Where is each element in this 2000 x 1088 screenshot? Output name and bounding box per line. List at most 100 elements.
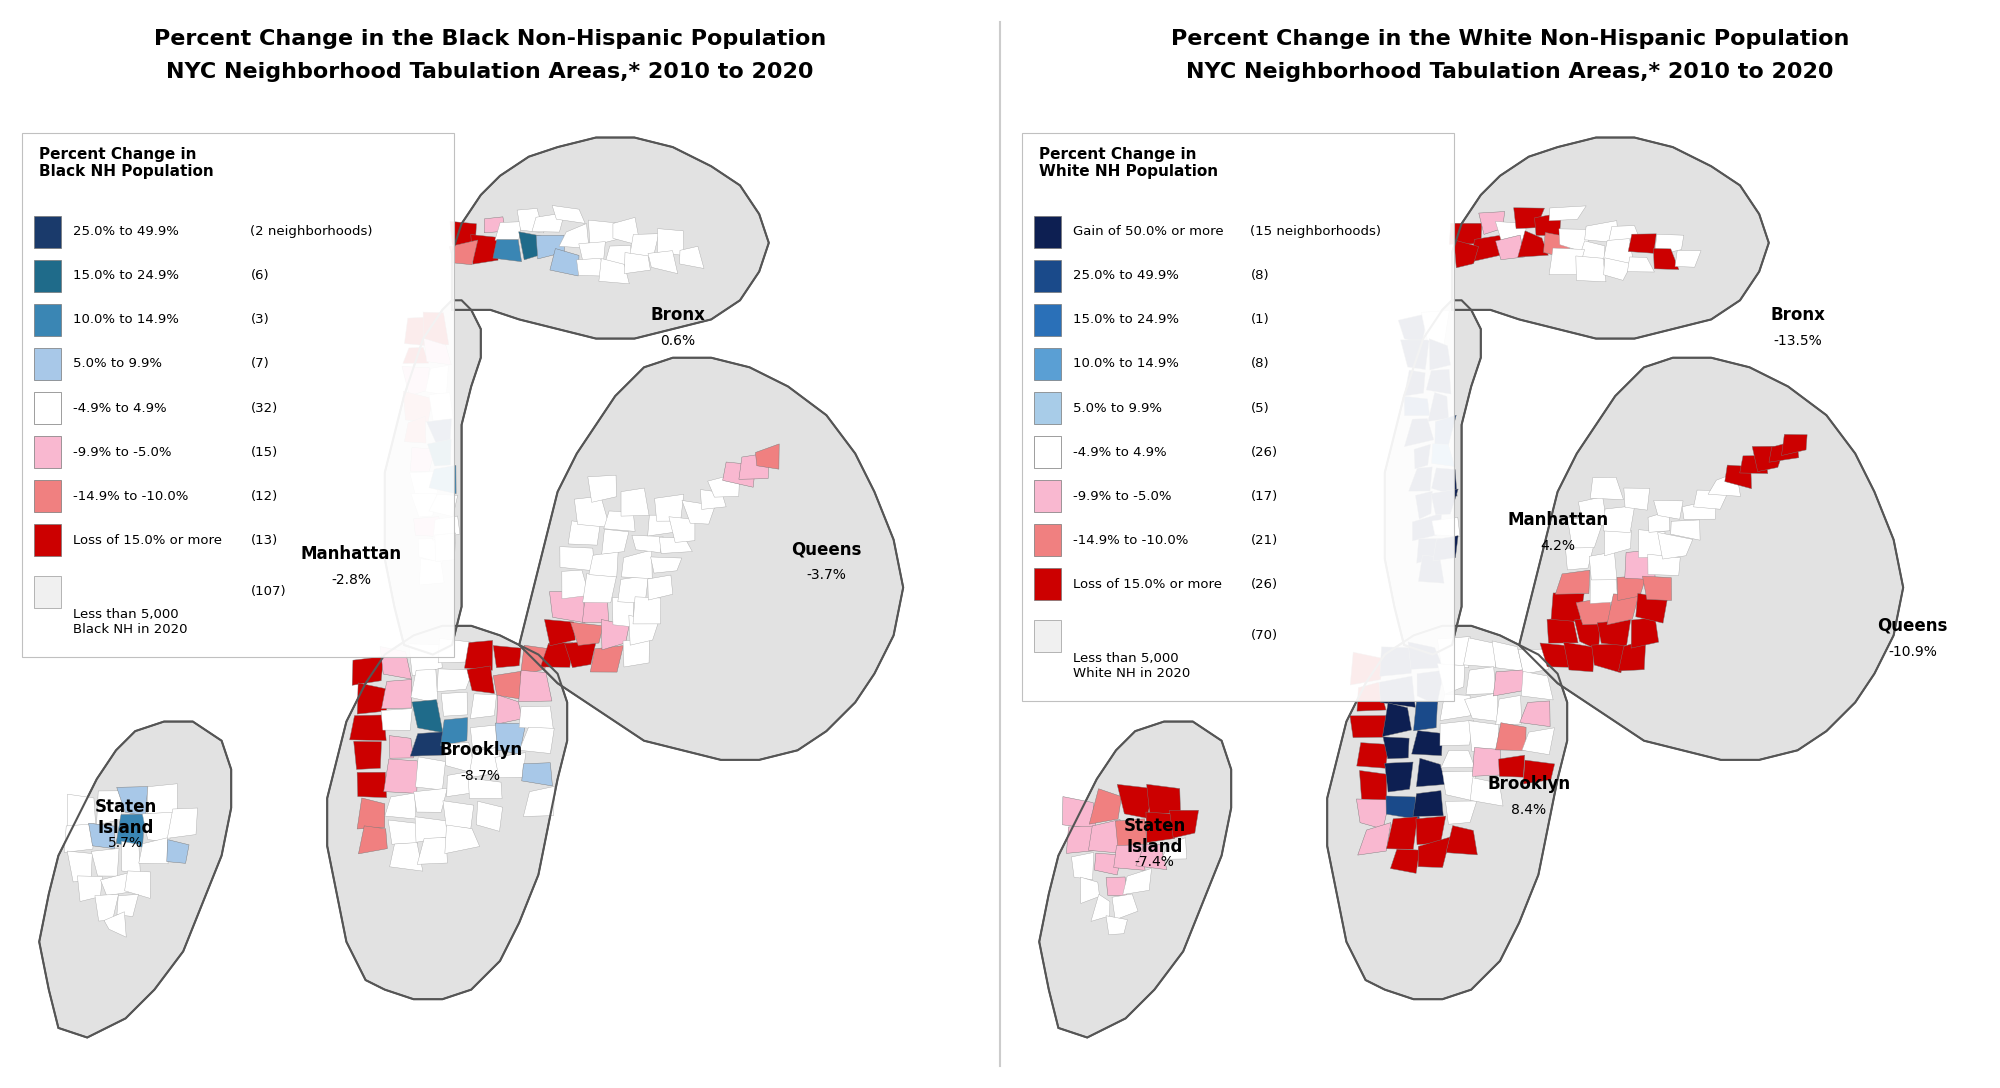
Text: Loss of 15.0% or more: Loss of 15.0% or more <box>1072 578 1222 591</box>
Text: -14.9% to -10.0%: -14.9% to -10.0% <box>72 490 188 503</box>
Polygon shape <box>1438 636 1470 668</box>
Polygon shape <box>1408 467 1432 491</box>
Polygon shape <box>358 772 386 798</box>
Text: -3.7%: -3.7% <box>806 568 846 582</box>
Polygon shape <box>1080 877 1100 903</box>
Polygon shape <box>564 641 596 668</box>
Text: 5.7%: 5.7% <box>108 837 144 850</box>
Polygon shape <box>588 220 618 246</box>
Polygon shape <box>1472 747 1500 777</box>
Polygon shape <box>78 876 102 902</box>
Polygon shape <box>402 367 430 396</box>
Polygon shape <box>1642 577 1672 601</box>
Bar <box>1034 348 1062 380</box>
Polygon shape <box>1648 511 1670 532</box>
Polygon shape <box>138 838 168 864</box>
Polygon shape <box>1062 796 1096 829</box>
Polygon shape <box>1568 517 1602 548</box>
Text: (70): (70) <box>1250 629 1278 642</box>
Bar <box>1034 436 1062 468</box>
Polygon shape <box>410 471 438 497</box>
Text: -13.5%: -13.5% <box>1774 334 1822 347</box>
Text: Bronx: Bronx <box>650 306 706 323</box>
Text: -2.8%: -2.8% <box>332 573 372 586</box>
Bar <box>34 392 62 424</box>
Polygon shape <box>358 798 384 829</box>
Polygon shape <box>434 533 456 561</box>
Text: -8.7%: -8.7% <box>460 769 500 783</box>
Text: 10.0% to 14.9%: 10.0% to 14.9% <box>72 313 178 326</box>
Polygon shape <box>414 788 448 813</box>
Text: 15.0% to 24.9%: 15.0% to 24.9% <box>72 270 178 283</box>
Polygon shape <box>1496 695 1522 725</box>
Polygon shape <box>1768 441 1798 462</box>
Polygon shape <box>622 549 652 579</box>
Polygon shape <box>648 576 672 601</box>
Text: -4.9% to 4.9%: -4.9% to 4.9% <box>1072 446 1166 458</box>
Polygon shape <box>404 417 426 443</box>
Polygon shape <box>494 222 522 240</box>
Text: Queens: Queens <box>1878 617 1948 634</box>
Polygon shape <box>494 753 526 778</box>
Polygon shape <box>544 619 576 646</box>
Polygon shape <box>1440 694 1470 720</box>
Polygon shape <box>668 517 694 543</box>
Polygon shape <box>1590 572 1618 604</box>
Polygon shape <box>1592 643 1626 672</box>
Polygon shape <box>532 213 564 232</box>
Polygon shape <box>116 814 144 848</box>
Polygon shape <box>382 680 412 708</box>
Polygon shape <box>1496 235 1524 260</box>
Text: (7): (7) <box>250 358 270 370</box>
Text: (2 neighborhoods): (2 neighborhoods) <box>250 225 372 238</box>
Text: -9.9% to -5.0%: -9.9% to -5.0% <box>1072 490 1172 503</box>
Text: NYC Neighborhood Tabulation Areas,* 2010 to 2020: NYC Neighborhood Tabulation Areas,* 2010… <box>166 62 814 82</box>
Text: (5): (5) <box>1250 401 1270 415</box>
Polygon shape <box>1416 670 1444 705</box>
Polygon shape <box>590 645 624 672</box>
Polygon shape <box>402 347 428 363</box>
Polygon shape <box>1418 555 1444 583</box>
FancyBboxPatch shape <box>22 133 454 657</box>
Polygon shape <box>1382 737 1410 758</box>
Polygon shape <box>574 496 610 528</box>
Text: (6): (6) <box>250 270 270 283</box>
Polygon shape <box>1654 248 1678 270</box>
Polygon shape <box>682 500 716 524</box>
Polygon shape <box>1466 667 1496 694</box>
Polygon shape <box>520 727 554 754</box>
Polygon shape <box>430 494 458 517</box>
Bar <box>1034 524 1062 556</box>
Polygon shape <box>104 912 126 937</box>
Polygon shape <box>552 206 586 223</box>
Polygon shape <box>1632 617 1658 648</box>
Polygon shape <box>1400 339 1430 370</box>
Text: 8.4%: 8.4% <box>1512 803 1546 817</box>
Text: (12): (12) <box>250 490 278 503</box>
Polygon shape <box>680 246 704 269</box>
Polygon shape <box>578 242 606 267</box>
Polygon shape <box>1434 416 1456 446</box>
Polygon shape <box>1412 731 1442 756</box>
Polygon shape <box>1576 597 1612 625</box>
Polygon shape <box>1682 499 1716 519</box>
Polygon shape <box>622 639 650 667</box>
Polygon shape <box>1608 225 1640 243</box>
Polygon shape <box>1496 722 1526 751</box>
Polygon shape <box>1350 716 1388 738</box>
Polygon shape <box>570 622 604 645</box>
Polygon shape <box>536 235 564 259</box>
Polygon shape <box>1384 300 1480 655</box>
Polygon shape <box>606 246 632 267</box>
Polygon shape <box>1598 620 1630 646</box>
Polygon shape <box>550 592 584 622</box>
Polygon shape <box>1426 369 1452 394</box>
Polygon shape <box>1604 506 1634 533</box>
Polygon shape <box>648 250 678 274</box>
Polygon shape <box>1518 231 1548 257</box>
Polygon shape <box>1518 648 1550 675</box>
Polygon shape <box>470 725 498 749</box>
Bar <box>34 260 62 292</box>
Polygon shape <box>1638 530 1666 558</box>
Polygon shape <box>464 641 492 670</box>
